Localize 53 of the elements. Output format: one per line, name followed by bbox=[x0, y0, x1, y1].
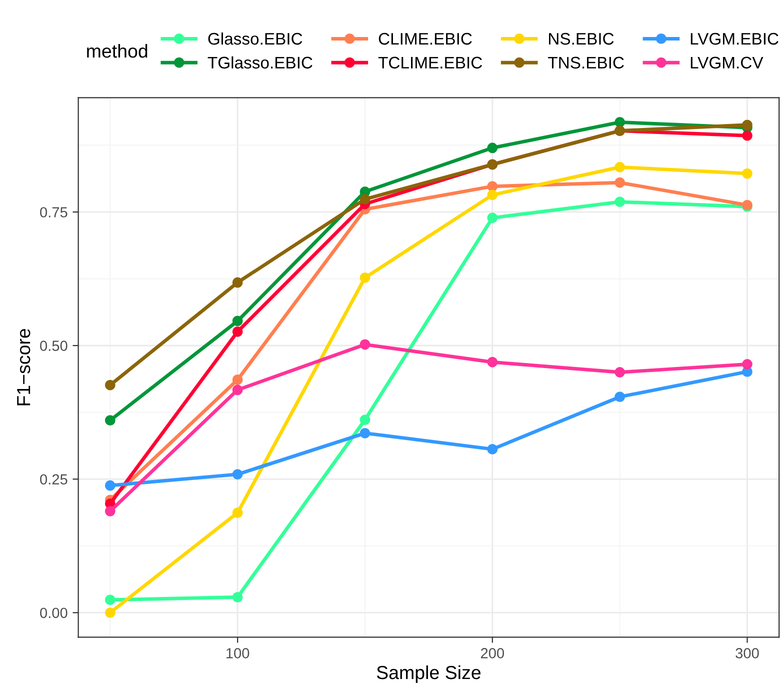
point bbox=[742, 359, 752, 370]
point bbox=[360, 414, 370, 426]
point bbox=[232, 326, 243, 337]
point bbox=[487, 444, 498, 454]
point bbox=[487, 356, 498, 368]
point bbox=[614, 117, 626, 128]
point bbox=[614, 196, 626, 208]
x-tick-label: 200 bbox=[480, 648, 504, 658]
point bbox=[104, 506, 116, 516]
point bbox=[487, 212, 498, 224]
y-tick-label: 0.75 bbox=[40, 207, 68, 218]
legend-title: method bbox=[87, 44, 148, 58]
point bbox=[104, 607, 116, 618]
point bbox=[232, 592, 243, 602]
legend-label: LVGM.EBIC bbox=[690, 32, 778, 45]
point bbox=[232, 374, 243, 385]
point bbox=[614, 367, 626, 378]
point bbox=[232, 316, 243, 326]
y-tick-label: 0.25 bbox=[40, 474, 68, 485]
point bbox=[104, 380, 116, 390]
point bbox=[487, 181, 498, 192]
point bbox=[742, 168, 752, 179]
point bbox=[232, 384, 243, 396]
legend-label: TGlasso.EBIC bbox=[208, 56, 312, 69]
point bbox=[614, 177, 626, 188]
point bbox=[104, 480, 116, 491]
legend-label: CLIME.EBIC bbox=[378, 32, 472, 45]
legend-label: TCLIME.EBIC bbox=[378, 56, 482, 69]
point bbox=[360, 272, 370, 283]
point bbox=[742, 120, 752, 130]
point bbox=[614, 392, 626, 402]
y-tick-label: 0.50 bbox=[40, 340, 68, 351]
point bbox=[104, 415, 116, 426]
point bbox=[232, 277, 243, 288]
legend-label: TNS.EBIC bbox=[548, 56, 624, 69]
point bbox=[487, 190, 498, 200]
legend-label: LVGM.CV bbox=[690, 56, 764, 69]
point bbox=[614, 162, 626, 172]
x-axis-title: Sample Size bbox=[376, 665, 480, 683]
y-axis-title: F1−score bbox=[17, 328, 30, 406]
point bbox=[487, 142, 498, 154]
point bbox=[104, 594, 116, 606]
legend-label: NS.EBIC bbox=[549, 32, 614, 45]
y-tick-label: 0.00 bbox=[40, 608, 68, 618]
point bbox=[232, 469, 243, 480]
legend-label: Glasso.EBIC bbox=[208, 32, 302, 45]
point bbox=[742, 130, 752, 141]
x-tick-label: 100 bbox=[226, 648, 250, 658]
point bbox=[360, 428, 370, 438]
point bbox=[232, 508, 243, 518]
x-tick-label: 300 bbox=[736, 648, 759, 658]
point bbox=[360, 194, 370, 204]
point bbox=[360, 339, 370, 350]
